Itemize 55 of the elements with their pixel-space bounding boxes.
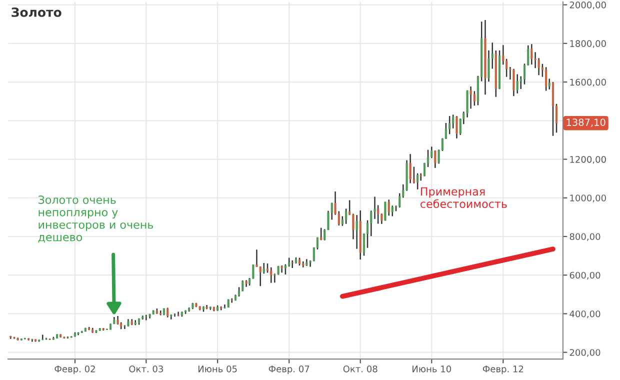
candlestick <box>242 280 244 292</box>
x-tick-label: Июнь 10 <box>412 366 452 372</box>
text: 1387,10 <box>566 118 606 127</box>
candlestick <box>262 262 265 274</box>
annotation: Золото очень непоплярно у инвесторов и очень дешево <box>38 196 154 243</box>
candlestick <box>259 266 262 287</box>
candlestick <box>266 262 269 274</box>
candlestick <box>270 266 272 284</box>
y-tick-label: 2000,00 <box>570 2 606 10</box>
y-tick-label: 800,00 <box>570 233 600 241</box>
candlestick <box>434 150 436 169</box>
y-tick-label: 400,00 <box>570 310 600 318</box>
candlestick <box>409 153 412 184</box>
x-tick-label: Февр. 02 <box>54 366 95 374</box>
candlestick <box>448 115 451 135</box>
x-tick-label: Окт. 03 <box>129 366 163 372</box>
candlestick <box>545 66 548 92</box>
candlestick <box>341 216 344 226</box>
x-tick-label: Июнь 05 <box>198 366 237 372</box>
candlestick <box>548 78 550 90</box>
candlestick <box>284 264 286 276</box>
y-tick-label: 1000,00 <box>570 194 606 202</box>
candlestick <box>388 198 390 216</box>
candlestick <box>320 227 322 241</box>
x-tick-label: Февр. 07 <box>268 366 310 374</box>
candlestick <box>530 44 533 66</box>
y-tick-label: 1800,00 <box>570 40 606 48</box>
candlestick <box>356 214 358 250</box>
candlestick <box>488 50 490 82</box>
candlestick <box>416 172 419 190</box>
candlestick <box>456 115 458 140</box>
text: Примерная себестоимость <box>420 187 507 208</box>
candlestick <box>145 314 148 321</box>
candlestick <box>166 307 169 318</box>
y-tick-label: 200,00 <box>570 349 600 357</box>
candlestick <box>384 201 386 222</box>
candlestick <box>412 166 415 184</box>
candlestick <box>512 68 515 97</box>
x-tick-label: Февр. 12 <box>482 366 524 374</box>
chart-title: Золото <box>12 7 62 17</box>
candlestick <box>516 74 518 94</box>
candlestick <box>473 90 476 106</box>
candlestick <box>391 204 394 217</box>
y-tick-label: 600,00 <box>570 272 600 280</box>
candlestick <box>470 86 472 110</box>
x-tick-label: Окт. 08 <box>343 366 378 372</box>
candlestick <box>552 81 554 137</box>
y-tick-label: 1600,00 <box>570 78 606 87</box>
candlestick <box>345 208 348 225</box>
candlestick <box>380 212 383 225</box>
candlestick <box>174 312 176 318</box>
candlestick <box>42 334 44 341</box>
candlestick <box>452 114 454 129</box>
candlestick <box>291 260 294 269</box>
y-tick-label: 1200,00 <box>570 156 606 164</box>
